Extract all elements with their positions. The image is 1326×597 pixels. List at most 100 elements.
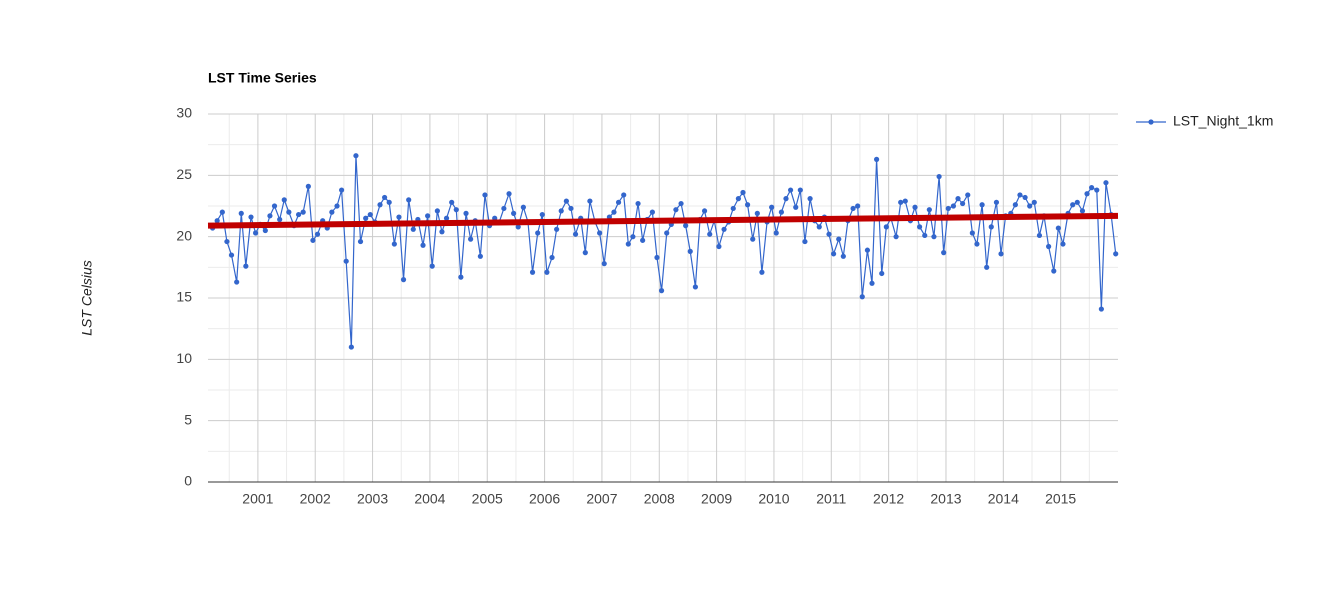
data-point bbox=[400, 277, 407, 283]
data-point bbox=[506, 191, 512, 197]
data-point bbox=[721, 226, 727, 232]
data-point bbox=[1027, 203, 1033, 209]
data-point bbox=[396, 214, 402, 220]
data-point bbox=[382, 194, 388, 201]
data-point bbox=[314, 231, 321, 237]
data-point bbox=[281, 197, 287, 203]
data-point bbox=[1079, 208, 1086, 214]
data-point bbox=[1084, 191, 1090, 197]
data-point bbox=[386, 199, 392, 205]
data-point bbox=[1017, 192, 1023, 198]
data-point bbox=[673, 207, 679, 213]
data-point bbox=[692, 284, 698, 290]
data-point bbox=[520, 204, 526, 210]
data-point bbox=[1098, 306, 1104, 312]
data-point bbox=[615, 199, 622, 205]
data-point bbox=[1055, 225, 1061, 231]
data-point bbox=[1036, 232, 1043, 239]
data-point bbox=[931, 234, 937, 240]
data-point bbox=[339, 187, 345, 193]
data-point bbox=[482, 192, 488, 198]
data-point bbox=[243, 263, 249, 269]
series-line bbox=[212, 155, 1117, 348]
data-point bbox=[960, 200, 966, 207]
x-tick-label: 2005 bbox=[472, 491, 503, 507]
data-point bbox=[793, 204, 799, 210]
data-point bbox=[262, 227, 268, 234]
x-tick-label: 2014 bbox=[988, 491, 1019, 507]
data-point bbox=[300, 209, 306, 215]
data-point bbox=[214, 218, 220, 224]
data-point bbox=[357, 238, 364, 245]
data-point bbox=[769, 204, 775, 210]
data-point bbox=[754, 210, 760, 216]
data-point bbox=[883, 224, 889, 230]
data-point bbox=[1060, 241, 1066, 247]
data-point bbox=[1012, 202, 1018, 208]
data-point bbox=[363, 215, 369, 221]
data-point bbox=[410, 226, 416, 232]
data-point bbox=[621, 192, 627, 198]
data-point bbox=[936, 173, 942, 180]
data-point bbox=[238, 210, 244, 216]
x-tick-label: 2001 bbox=[242, 491, 273, 507]
data-point bbox=[582, 250, 588, 256]
data-point bbox=[549, 254, 555, 261]
data-point bbox=[816, 224, 822, 230]
data-point bbox=[988, 224, 994, 230]
data-point bbox=[434, 208, 440, 214]
data-point bbox=[597, 230, 603, 236]
data-point bbox=[830, 251, 837, 257]
x-tick-label: 2010 bbox=[758, 491, 789, 507]
data-point bbox=[716, 243, 722, 250]
data-point bbox=[1103, 180, 1109, 186]
data-point bbox=[572, 231, 579, 237]
data-point bbox=[449, 199, 455, 205]
data-point bbox=[348, 344, 354, 350]
data-point bbox=[234, 279, 240, 285]
data-point bbox=[926, 207, 932, 213]
data-point bbox=[334, 203, 340, 209]
data-point bbox=[912, 204, 918, 210]
data-point bbox=[969, 230, 975, 236]
data-point bbox=[353, 153, 359, 159]
data-point bbox=[377, 202, 383, 208]
data-point bbox=[252, 230, 259, 236]
data-point bbox=[658, 288, 665, 294]
data-point bbox=[501, 205, 507, 212]
data-point bbox=[893, 234, 899, 240]
data-point bbox=[979, 202, 985, 208]
data-point bbox=[625, 241, 631, 247]
data-point bbox=[802, 238, 808, 245]
data-point bbox=[1022, 194, 1028, 201]
data-point bbox=[941, 250, 947, 256]
data-point bbox=[965, 192, 971, 198]
data-point bbox=[869, 280, 875, 286]
data-point bbox=[286, 209, 292, 215]
x-tick-label: 2002 bbox=[300, 491, 331, 507]
data-point bbox=[511, 210, 517, 216]
data-point bbox=[922, 232, 928, 239]
x-tick-label: 2006 bbox=[529, 491, 560, 507]
data-point bbox=[563, 198, 569, 204]
data-point bbox=[735, 196, 742, 202]
data-point bbox=[783, 196, 789, 202]
data-point bbox=[945, 205, 951, 212]
data-point bbox=[778, 209, 785, 215]
y-axis-label: LST Celsius bbox=[79, 260, 95, 335]
data-point bbox=[1089, 185, 1095, 191]
data-point bbox=[664, 230, 670, 236]
data-point bbox=[248, 214, 254, 220]
plot bbox=[207, 153, 1119, 350]
data-point bbox=[463, 210, 469, 216]
x-tick-label: 2008 bbox=[644, 491, 675, 507]
legend-marker bbox=[1148, 119, 1154, 125]
data-point bbox=[406, 197, 412, 203]
data-point bbox=[443, 215, 450, 221]
data-point bbox=[420, 242, 426, 248]
data-point bbox=[635, 200, 641, 207]
data-point bbox=[425, 213, 431, 219]
data-point bbox=[740, 189, 746, 196]
data-point bbox=[1094, 187, 1100, 193]
data-point bbox=[950, 203, 957, 209]
